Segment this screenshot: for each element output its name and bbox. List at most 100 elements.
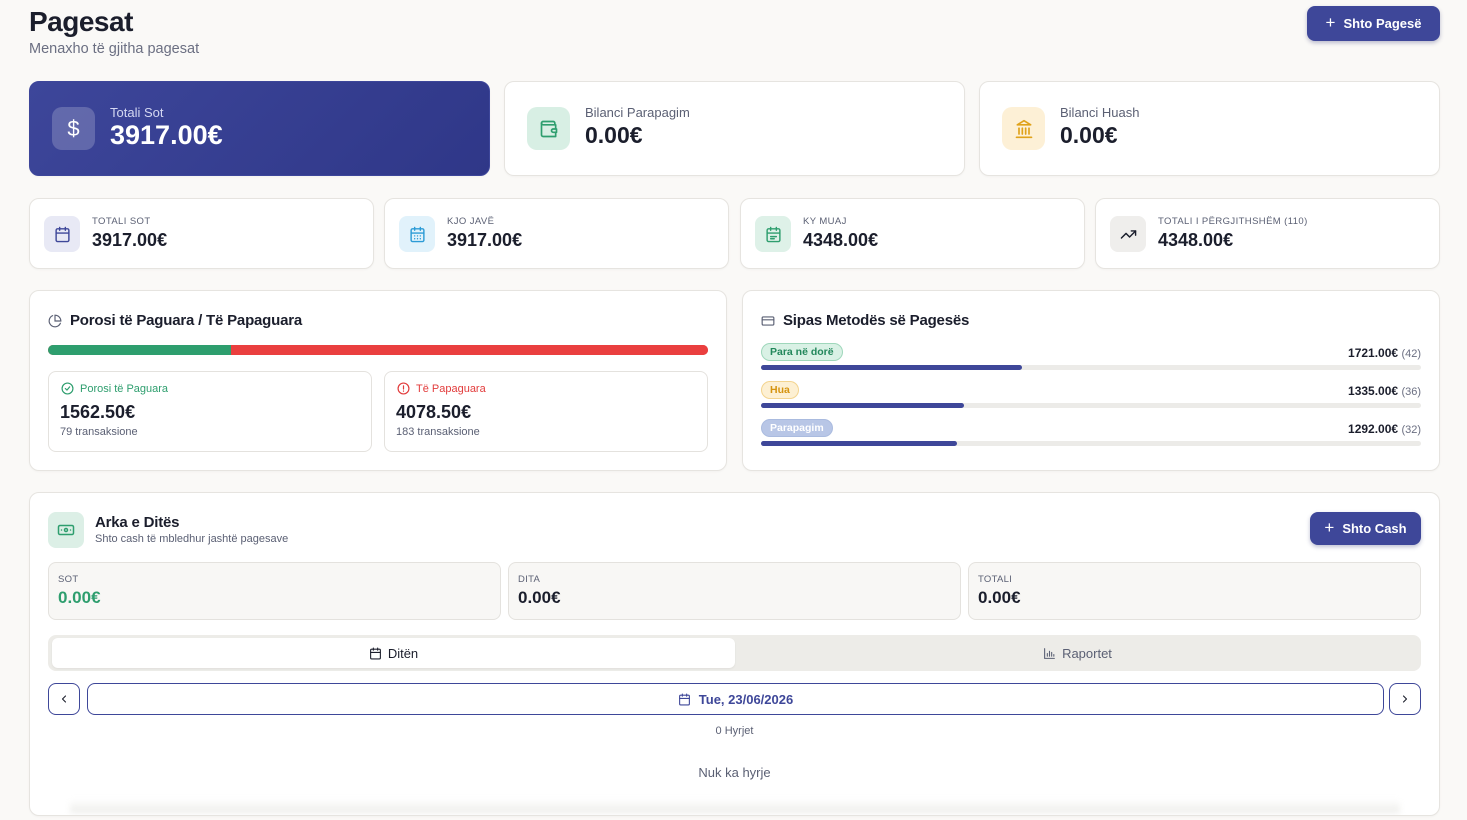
- method-count: (42): [1401, 348, 1421, 360]
- total-today-label: Totali Sot: [110, 105, 164, 120]
- calendar-week-icon: [399, 216, 435, 252]
- stat-month-card: KY MUAJ 4348.00€: [740, 198, 1085, 269]
- previous-day-button[interactable]: [48, 683, 80, 715]
- method-track: [761, 441, 1421, 446]
- cash-today-box: SOT 0.00€: [48, 562, 501, 620]
- stat-week-value: 3917.00€: [447, 230, 523, 250]
- method-badge: Para në dorë: [761, 343, 843, 361]
- add-cash-button[interactable]: + Shto Cash: [1310, 512, 1421, 545]
- method-row-prepaid: Parapagim 1292.00€ (32): [761, 419, 1421, 449]
- dollar-icon: $: [52, 107, 95, 150]
- calendar-month-icon: [755, 216, 791, 252]
- method-row-cash: Para në dorë 1721.00€ (42): [761, 343, 1421, 373]
- method-fill: [761, 441, 958, 446]
- cash-total-box: TOTALI 0.00€: [968, 562, 1421, 620]
- loan-balance-label: Bilanci Huash: [1060, 105, 1140, 120]
- cash-today-label: SOT: [58, 574, 79, 585]
- add-cash-label: Shto Cash: [1342, 521, 1407, 536]
- wallet-icon: [527, 107, 570, 150]
- prepaid-balance-card: Bilanci Parapagim 0.00€: [504, 81, 965, 176]
- stat-month-value: 4348.00€: [803, 230, 879, 250]
- paid-unpaid-progress: [48, 345, 708, 355]
- entries-count: 0 Hyrjet: [715, 725, 754, 737]
- paid-progress-fill: [48, 345, 231, 355]
- plus-icon: +: [1324, 518, 1335, 537]
- stat-week-card: KJO JAVË 3917.00€: [384, 198, 729, 269]
- cash-today-value: 0.00€: [58, 588, 101, 607]
- paid-orders-count: 79 transaksione: [60, 426, 138, 438]
- stat-today-value: 3917.00€: [92, 230, 168, 250]
- cash-day-box: DITA 0.00€: [508, 562, 961, 620]
- paid-orders-label: Porosi të Paguara: [80, 382, 169, 395]
- chevron-right-icon: [1399, 693, 1411, 705]
- total-today-value: 3917.00€: [110, 120, 223, 150]
- date-picker-button[interactable]: Tue, 23/06/2026: [87, 683, 1384, 715]
- daily-cash-title: Arka e Ditës: [95, 514, 180, 531]
- method-count: (32): [1401, 424, 1421, 436]
- orders-card: Porosi të Paguara / Të Papaguara Porosi …: [29, 290, 727, 471]
- add-payment-button[interactable]: + Shto Pagesë: [1307, 6, 1440, 41]
- page-title: Pagesat: [29, 6, 133, 37]
- tab-day-label: Ditën: [387, 645, 419, 661]
- cash-total-label: TOTALI: [978, 574, 1013, 585]
- view-tabs: Ditën Raportet: [48, 635, 1421, 671]
- stat-today-card: TOTALI SOT 3917.00€: [29, 198, 374, 269]
- method-badge: Hua: [761, 381, 799, 399]
- unpaid-orders-value: 4078.50€: [396, 402, 472, 422]
- method-amount: 1721.00€: [1348, 346, 1399, 360]
- next-day-button[interactable]: [1389, 683, 1421, 715]
- method-badge: Parapagim: [761, 419, 833, 437]
- tab-reports[interactable]: Raportet: [736, 638, 1419, 668]
- orders-title: Porosi të Paguara / Të Papaguara: [48, 312, 302, 329]
- bar-chart-icon: [1043, 647, 1056, 660]
- trending-up-icon: [1110, 216, 1146, 252]
- calendar-icon: [369, 647, 382, 660]
- method-fill: [761, 365, 1022, 370]
- stat-overall-label: TOTALI I PËRGJITHSHËM (110): [1158, 216, 1308, 227]
- credit-card-icon: [761, 314, 775, 328]
- stat-month-label: KY MUAJ: [803, 216, 847, 227]
- empty-state-text: Nuk ka hyrje: [698, 765, 771, 780]
- stat-week-label: KJO JAVË: [447, 216, 495, 227]
- calendar-icon: [44, 216, 80, 252]
- banknote-icon: [48, 512, 84, 548]
- tab-day[interactable]: Ditën: [52, 638, 735, 668]
- alert-circle-icon: [397, 382, 410, 395]
- method-amount: 1292.00€: [1348, 422, 1399, 436]
- paid-orders-box: Porosi të Paguara 1562.50€ 79 transaksio…: [48, 371, 372, 452]
- methods-title-text: Sipas Metodës së Pagesës: [783, 312, 970, 329]
- cash-total-value: 0.00€: [978, 588, 1021, 607]
- check-circle-icon: [61, 382, 74, 395]
- method-track: [761, 365, 1421, 370]
- daily-cash-card: Arka e Ditës Shto cash të mbledhur jasht…: [29, 492, 1440, 816]
- loan-balance-value: 0.00€: [1060, 122, 1118, 148]
- calendar-icon: [678, 693, 691, 706]
- bank-icon: [1002, 107, 1045, 150]
- method-row-loan: Hua 1335.00€ (36): [761, 381, 1421, 411]
- cash-day-label: DITA: [518, 574, 541, 585]
- orders-title-text: Porosi të Paguara / Të Papaguara: [70, 312, 303, 329]
- payment-methods-card: Sipas Metodës së Pagesës Para në dorë 17…: [742, 290, 1440, 471]
- unpaid-orders-count: 183 transaksione: [396, 426, 480, 438]
- selected-date: Tue, 23/06/2026: [698, 691, 794, 707]
- page-subtitle: Menaxho të gjitha pagesat: [29, 41, 200, 57]
- cash-day-value: 0.00€: [518, 588, 561, 607]
- unpaid-orders-box: Të Papaguara 4078.50€ 183 transaksione: [384, 371, 708, 452]
- prepaid-balance-label: Bilanci Parapagim: [585, 105, 690, 120]
- plus-icon: +: [1325, 13, 1336, 32]
- method-track: [761, 403, 1421, 408]
- method-fill: [761, 403, 964, 408]
- unpaid-orders-label: Të Papaguara: [416, 382, 486, 395]
- daily-cash-subtitle: Shto cash të mbledhur jashtë pagesave: [95, 533, 289, 545]
- scroll-fade: [70, 799, 1400, 813]
- tab-reports-label: Raportet: [1062, 645, 1112, 661]
- prepaid-balance-value: 0.00€: [585, 122, 643, 148]
- add-payment-label: Shto Pagesë: [1343, 16, 1422, 31]
- stat-overall-card: TOTALI I PËRGJITHSHËM (110) 4348.00€: [1095, 198, 1440, 269]
- stat-overall-value: 4348.00€: [1158, 230, 1234, 250]
- paid-orders-value: 1562.50€: [60, 402, 136, 422]
- methods-title: Sipas Metodës së Pagesës: [761, 312, 969, 329]
- pie-chart-icon: [48, 314, 62, 328]
- unpaid-progress-fill: [230, 345, 708, 355]
- loan-balance-card: Bilanci Huash 0.00€: [979, 81, 1440, 176]
